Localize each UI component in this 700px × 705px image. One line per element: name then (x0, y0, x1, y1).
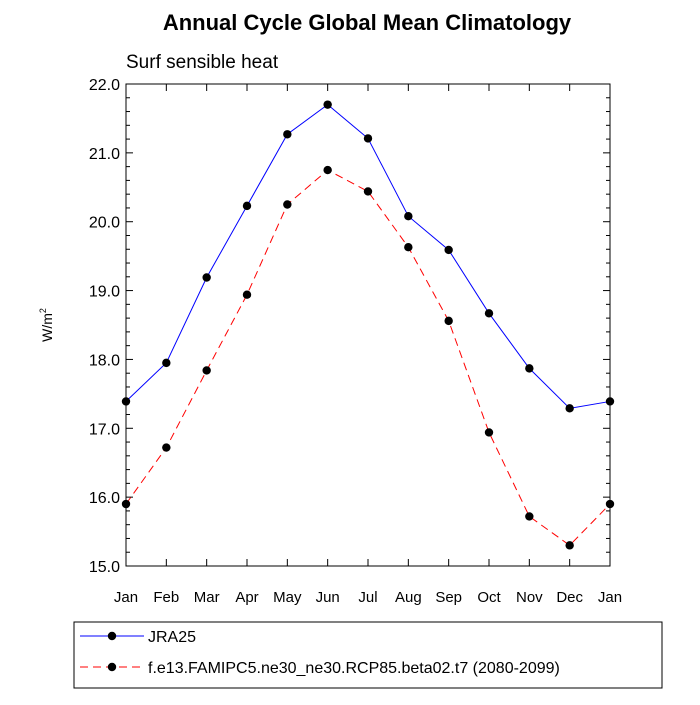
data-point-1-0 (121, 499, 131, 509)
data-point-1-3 (242, 290, 252, 299)
data-point-1-7 (404, 242, 413, 252)
chart-subtitle: Surf sensible heat (126, 52, 279, 73)
data-point-1-1 (162, 443, 171, 452)
x-tick-label: Jan (114, 589, 138, 606)
x-tick-label: May (273, 589, 302, 606)
data-point-0-9 (484, 309, 494, 318)
y-tick-label: 21.0 (89, 146, 120, 163)
data-point-0-1 (162, 358, 171, 368)
data-point-0-7 (404, 212, 413, 221)
y-tick-label: 22.0 (89, 77, 120, 94)
chart-title: Annual Cycle Global Mean Climatology (163, 10, 572, 35)
x-tick-label: Oct (477, 589, 501, 606)
x-tick-label: Apr (235, 589, 258, 606)
y-tick-label: 16.0 (89, 490, 120, 507)
x-axis: Jan Feb Mar Apr May Jun Jul Aug Sep Oct Nov Dec Jan (114, 84, 622, 606)
data-point-1-2 (202, 366, 211, 375)
data-point-1-9 (484, 428, 494, 437)
legend-label-0: JRA25 (148, 629, 196, 646)
data-point-1-6 (363, 187, 373, 196)
x-tick-label: Jan (598, 589, 622, 606)
x-tick-label: Jun (316, 589, 340, 606)
data-point-1-12 (605, 499, 615, 509)
data-point-0-4 (283, 130, 292, 139)
legend-marker-1 (107, 662, 117, 672)
data-point-0-8 (444, 245, 453, 255)
data-point-0-12 (605, 397, 615, 406)
y-tick-label: 20.0 (89, 215, 120, 232)
x-tick-label: Dec (556, 589, 583, 606)
data-point-0-0 (121, 397, 131, 406)
data-point-0-5 (323, 100, 332, 109)
data-point-0-6 (363, 134, 373, 143)
data-point-1-5 (323, 165, 332, 175)
y-axis: 15.0 16.0 17.0 18.0 19.0 20.0 21.0 22.0 (89, 77, 610, 576)
y-tick-label: 17.0 (89, 421, 120, 438)
legend-label-1: f.e13.FAMIPC5.ne30_ne30.RCP85.beta02.t7 … (148, 660, 560, 677)
x-tick-label: Mar (194, 589, 220, 606)
y-axis-label-superscript: 2 (38, 308, 48, 313)
data-point-1-11 (565, 541, 574, 550)
y-tick-label: 15.0 (89, 559, 120, 576)
series-line-1 (125, 169, 611, 546)
x-tick-label: Jul (358, 589, 377, 606)
y-tick-label: 18.0 (89, 352, 120, 369)
y-axis-label: W/m2 (38, 308, 55, 342)
series-line-0 (125, 104, 611, 409)
y-tick-label: 19.0 (89, 284, 120, 301)
legend-box (73, 621, 663, 689)
data-point-1-8 (444, 316, 453, 326)
data-point-0-11 (565, 404, 574, 413)
series-layer (121, 100, 615, 550)
data-point-1-10 (525, 512, 534, 521)
x-tick-label: Sep (435, 589, 462, 606)
legend: JRA25 f.e13.FAMIPC5.ne30_ne30.RCP85.beta0… (80, 629, 560, 677)
plot-frame (125, 83, 611, 567)
y-axis-label-unit: W/m (39, 313, 55, 342)
x-tick-label: Nov (516, 589, 543, 606)
data-point-0-10 (525, 364, 534, 373)
x-tick-label: Aug (395, 589, 422, 606)
data-point-1-4 (283, 200, 292, 209)
data-point-0-2 (202, 273, 211, 282)
x-tick-label: Feb (153, 589, 179, 606)
data-point-0-3 (242, 201, 252, 211)
legend-marker-0 (107, 631, 117, 641)
